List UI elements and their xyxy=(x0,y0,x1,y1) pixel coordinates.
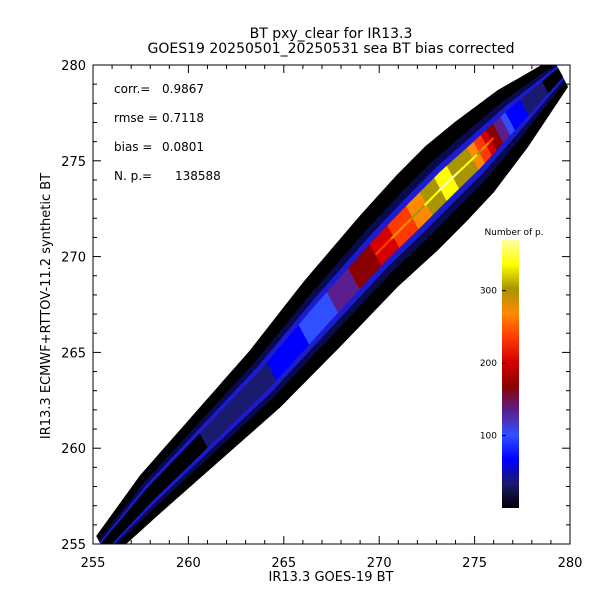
density-ridge-line xyxy=(374,250,381,256)
density-ridge-line xyxy=(430,195,435,199)
stat-value: 138588 xyxy=(175,169,221,183)
density-ridge-line xyxy=(436,190,440,194)
stat-label: corr.= xyxy=(114,82,150,96)
density-ridge-line xyxy=(452,174,456,178)
stat-label: N. p.= xyxy=(114,169,152,183)
colorbar-tick-label: 200 xyxy=(480,359,497,369)
density-ridge-line xyxy=(421,204,426,208)
density-ridge-line xyxy=(416,209,420,214)
colorbar-ticks: 100 200 300 xyxy=(480,287,506,442)
density-ridge-line xyxy=(485,141,490,146)
density-ridge-line xyxy=(387,238,392,243)
colorbar: Number of p. 100 200 300 xyxy=(480,228,544,508)
density-ridge-line xyxy=(463,164,467,168)
x-axis-label: IR13.3 GOES-19 BT xyxy=(269,570,394,585)
y-axis: 255 260 265 270 275 280 xyxy=(61,59,570,553)
density-ridge-line xyxy=(454,172,458,177)
density-ridge-line xyxy=(466,161,470,165)
stats-panel: corr.= 0.9867 rmse = 0.7118 bias = 0.0801 N. p… xyxy=(114,82,221,183)
x-tick-label: 280 xyxy=(558,556,583,571)
density-ridge-line xyxy=(399,226,404,231)
stat-value: 0.9867 xyxy=(162,82,204,96)
density-ridge-line xyxy=(439,186,444,190)
stat-value: 0.7118 xyxy=(162,111,204,125)
density-ridge-line xyxy=(455,171,460,175)
chart-title: BT pxy_clear for IR13.3 xyxy=(250,26,413,42)
x-tick-label: 260 xyxy=(176,556,201,571)
density-ridge-line xyxy=(385,240,390,245)
density-ridge-line xyxy=(378,247,383,252)
y-tick-label: 270 xyxy=(61,251,86,266)
y-tick-label: 260 xyxy=(61,442,86,457)
stat-label: rmse = xyxy=(114,111,158,125)
y-tick-label: 280 xyxy=(61,59,86,74)
plot-frame xyxy=(92,64,571,545)
colorbar-tick-label: 100 xyxy=(480,432,497,442)
y-tick-label: 265 xyxy=(61,346,86,361)
density-ridge-line xyxy=(473,153,478,158)
density-ridge-line xyxy=(476,151,481,156)
density-ridge-line xyxy=(447,179,451,183)
density-core-segment xyxy=(103,536,111,544)
density-core-segment xyxy=(100,540,106,544)
density-ridge-line xyxy=(490,137,495,141)
density-ridge-line xyxy=(441,184,445,189)
density-ridge-line xyxy=(390,235,395,240)
density-ridge-line xyxy=(411,214,416,219)
density-ridge-line xyxy=(402,223,407,228)
density-ridge-line xyxy=(423,202,428,207)
x-tick-label: 270 xyxy=(367,556,392,571)
density-ridge-line xyxy=(470,157,474,162)
density-ridge-line xyxy=(468,159,472,163)
density-layer xyxy=(96,65,569,544)
x-tick-label: 265 xyxy=(271,556,296,571)
density-ridge-line xyxy=(483,144,488,149)
colorbar-scale xyxy=(502,240,519,508)
density-ridge-line xyxy=(443,183,447,187)
density-ridge-line xyxy=(457,169,462,173)
colorbar-tick-label: 300 xyxy=(480,287,497,297)
density-ridge-line xyxy=(434,191,438,196)
density-ridge-line xyxy=(383,242,388,247)
density-ridge-line xyxy=(395,230,400,235)
density-ridge-line xyxy=(404,221,409,226)
density-ridge-line xyxy=(472,156,476,160)
x-tick-label: 255 xyxy=(81,556,106,571)
density-ridge-line xyxy=(464,162,469,167)
x-axis: 255 260 265 270 275 280 xyxy=(81,65,583,571)
density-core-segment xyxy=(554,67,564,81)
density-ridge-line xyxy=(418,208,422,212)
density-ridge-line xyxy=(480,146,485,151)
density-ridge-line xyxy=(425,200,429,205)
density-ridge-line xyxy=(445,181,449,185)
density-ridge-line xyxy=(478,149,483,153)
colorbar-title: Number of p. xyxy=(484,228,543,238)
density-ridge-line xyxy=(392,233,397,238)
density-ridge-line xyxy=(427,199,431,203)
density-ridge-line xyxy=(429,197,433,201)
density-ridge-line xyxy=(432,193,437,198)
y-tick-label: 275 xyxy=(61,155,86,170)
density-ridge-line xyxy=(397,228,402,233)
density-ridge-line xyxy=(409,216,414,221)
density-ridge-line xyxy=(459,167,463,172)
x-tick-label: 275 xyxy=(462,556,487,571)
y-tick-label: 255 xyxy=(61,538,86,553)
stat-label: bias = xyxy=(114,140,152,154)
density-ridge-line xyxy=(380,245,385,250)
stat-value: 0.0801 xyxy=(162,140,204,154)
y-axis-label: IR13.3 ECMWF+RTTOV-11.2 synthetic BT xyxy=(39,173,54,439)
density-ridge-line xyxy=(420,206,424,210)
density-ridge-line xyxy=(450,176,454,180)
density-ridge-line xyxy=(414,211,419,216)
density-ridge-line xyxy=(407,218,411,223)
chart-subtitle: GOES19 20250501_20250531 sea BT bias cor… xyxy=(148,41,515,57)
density-ridge-line xyxy=(448,177,453,182)
density-ridge-line xyxy=(461,166,465,170)
density-ridge-line xyxy=(488,139,493,144)
density-ridge-line xyxy=(438,188,442,192)
